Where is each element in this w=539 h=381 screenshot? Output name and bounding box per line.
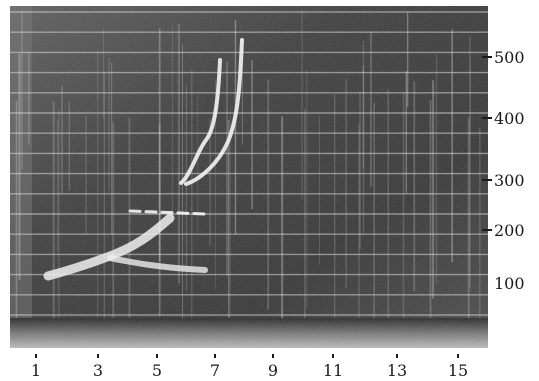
y-tick-label: 400 (494, 109, 525, 128)
x-tick-mark (97, 354, 99, 358)
x-tick-mark (272, 354, 274, 358)
x-tick-mark (214, 354, 216, 358)
photo-panel (10, 6, 488, 348)
x-tick-label: 1 (31, 361, 41, 380)
x-tick-mark (332, 354, 334, 358)
y-axis: 500 400 300 200 100 (482, 48, 525, 293)
x-tick-label: 11 (323, 361, 343, 380)
x-tick-label: 9 (268, 361, 278, 380)
x-tick-label: 3 (93, 361, 103, 380)
x-tick-mark (156, 354, 158, 358)
trace-lower-flat (107, 255, 208, 273)
x-tick-label: 7 (210, 361, 220, 380)
y-tick-label: 500 (494, 48, 525, 67)
x-tick-label: 13 (387, 361, 407, 380)
x-tick-mark (457, 354, 459, 358)
signal-traces (43, 38, 244, 281)
y-tick-label: 200 (494, 221, 525, 240)
vertical-streaks (15, 10, 482, 346)
x-tick-label: 15 (448, 361, 468, 380)
trace-upper-right-branch (184, 38, 244, 186)
y-tick-label: 300 (494, 171, 525, 190)
x-axis: 1 3 5 7 9 11 13 15 (31, 354, 468, 380)
trace-lower-rising (43, 213, 175, 281)
y-tick-label: 100 (494, 274, 525, 293)
x-tick-mark (396, 354, 398, 358)
x-tick-mark (35, 354, 37, 358)
trace-upper-left-branch (179, 58, 222, 185)
trace-dashed (128, 209, 207, 216)
x-tick-label: 5 (152, 361, 162, 380)
baseline-band (10, 318, 488, 348)
